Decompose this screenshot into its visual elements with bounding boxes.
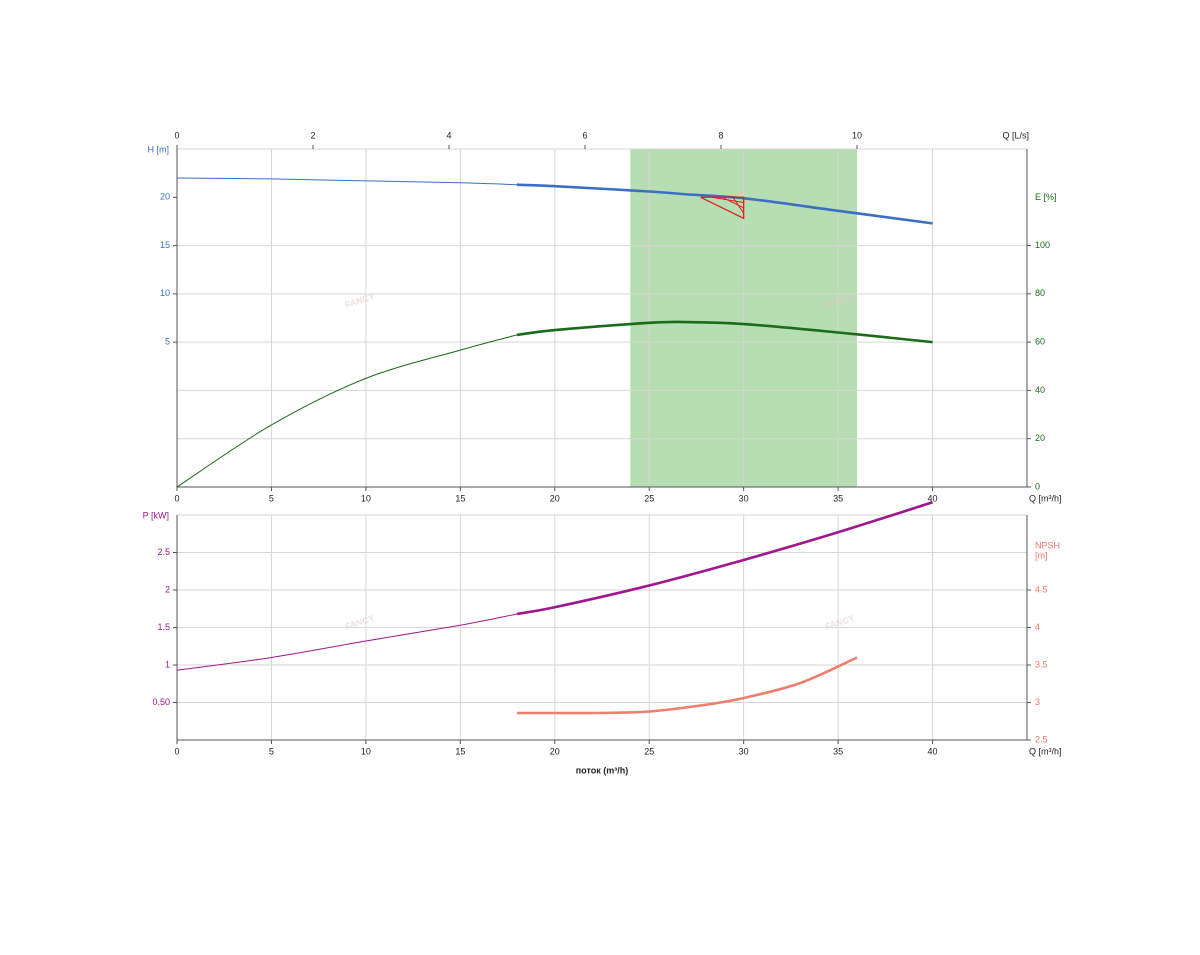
y-tick-label: 2 [165,584,170,594]
watermark: FANCY [824,613,856,632]
duty-point [700,196,745,220]
x-tick-label: 30 [739,493,749,503]
x-tick-label: 20 [550,746,560,756]
y2-tick-label: 100 [1035,240,1050,250]
x-tick-label: 30 [739,746,749,756]
x-tick-label: 40 [928,493,938,503]
x-tick-label: 35 [833,746,843,756]
curve-h [516,183,933,225]
curve-p [516,501,933,616]
y-tick-label: 5 [165,337,170,347]
x-tick-label: 40 [928,746,938,756]
x-tick-label: 15 [455,746,465,756]
x-tick-label: 15 [455,493,465,503]
x-tick-label: 35 [833,493,843,503]
x2-tick-label: 4 [446,130,451,140]
y2-axis-label: E [%] [1035,192,1057,202]
x2-tick-label: 8 [718,130,723,140]
y2-tick-label: 20 [1035,433,1045,443]
y2-axis-label: NPSH [1035,540,1060,550]
y-tick-label: 10 [160,288,170,298]
curve-e [176,334,518,488]
duty-hatch [721,196,744,209]
x2-axis-label: Q [L/s] [1002,130,1029,140]
y2-tick-label: 60 [1035,337,1045,347]
x-tick-label: 0 [174,493,179,503]
x2-tick-label: 2 [310,130,315,140]
y-tick-label: 2.5 [157,547,170,557]
curve-h [176,177,518,186]
x2-tick-label: 0 [174,130,179,140]
curve-e [516,320,933,344]
y2-tick-label: 0 [1035,481,1040,491]
x-tick-label: 10 [361,493,371,503]
y2-tick-label: 2.5 [1035,734,1048,744]
x-tick-label: 20 [550,493,560,503]
y-tick-label: 1 [165,659,170,669]
x-axis-label: Q [m³/h] [1029,746,1062,756]
y-tick-label: 1.5 [157,622,170,632]
x-tick-label: 25 [644,746,654,756]
y2-tick-label: 4.5 [1035,584,1048,594]
y2-tick-label: 4 [1035,622,1040,632]
y2-tick-label: 40 [1035,385,1045,395]
watermark: FANCY [344,613,376,632]
curve-p [176,613,518,671]
y2-tick-label: 3.5 [1035,659,1048,669]
x-tick-label: 5 [269,746,274,756]
y2-tick-label: 80 [1035,288,1045,298]
duty-hatch [732,197,745,214]
x-tick-label: 10 [361,746,371,756]
x-tick-label: 5 [269,493,274,503]
y-axis-label: P [kW] [143,510,169,520]
y-axis-label: H [m] [148,144,170,154]
y-tick-label: 15 [160,240,170,250]
x-axis-label: Q [m³/h] [1029,493,1062,503]
y2-axis-label: [m] [1035,550,1048,560]
y-tick-label: 20 [160,192,170,202]
x-tick-label: 0 [174,746,179,756]
x-title: поток (m³/h) [576,765,629,775]
y2-tick-label: 3 [1035,697,1040,707]
curve-npsh [517,656,858,715]
x2-tick-label: 10 [852,130,862,140]
x-tick-label: 25 [644,493,654,503]
x2-tick-label: 6 [582,130,587,140]
y-tick-label: 0.50 [152,697,170,707]
